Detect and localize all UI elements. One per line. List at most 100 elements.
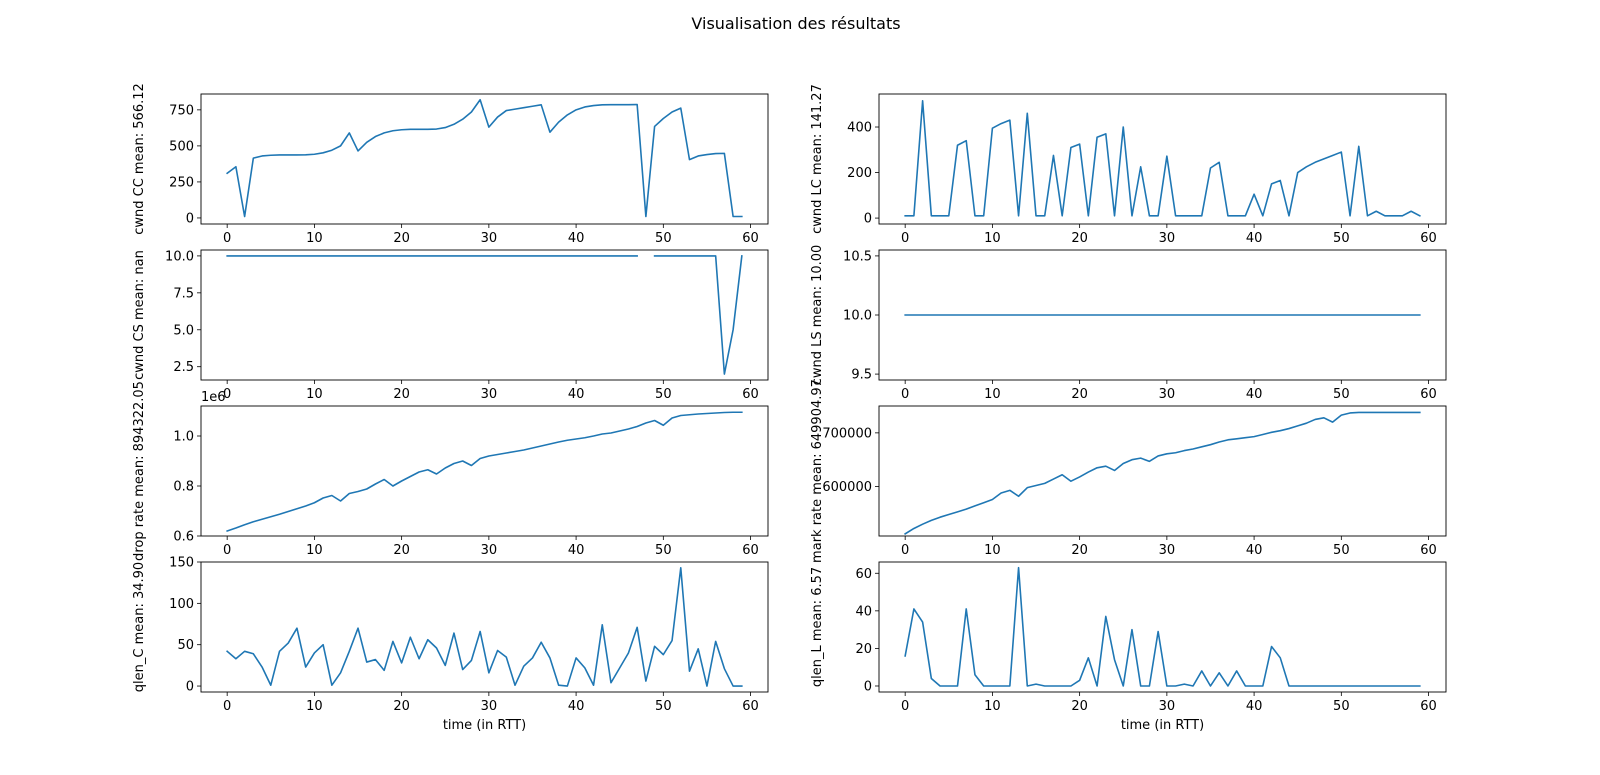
subplot-7: 0 10 20 30 40 50 60 0 50 100 150 qlen_C mean: 34.90… <box>132 556 769 733</box>
y-axis-label: mark rate mean: 649904.97 <box>810 379 825 563</box>
x-tick-label: 0 <box>901 387 909 402</box>
x-tick-label: 0 <box>223 231 231 246</box>
x-tick-label: 60 <box>1420 699 1437 714</box>
x-tick-label: 0 <box>223 387 231 402</box>
y-tick-label: 1.0 <box>173 430 194 445</box>
axes-frame <box>200 561 769 693</box>
series-line <box>226 566 743 687</box>
x-tick-label: 50 <box>1333 387 1350 402</box>
x-tick-label: 20 <box>393 699 410 714</box>
y-tick-label: 0 <box>186 680 194 695</box>
y-tick-label: 60 <box>855 567 872 582</box>
x-tick-label: 10 <box>984 231 1001 246</box>
axes-frame <box>878 405 1447 537</box>
x-tick-label: 10 <box>984 387 1001 402</box>
x-tick-label: 40 <box>1246 387 1263 402</box>
x-tick-label: 60 <box>742 231 759 246</box>
x-tick-label: 30 <box>481 543 498 558</box>
y-tick-label: 2.5 <box>173 360 194 375</box>
x-tick-label: 50 <box>655 231 672 246</box>
x-tick-label: 20 <box>1071 699 1088 714</box>
y-tick-label: 200 <box>847 166 872 181</box>
y-axis-label: qlen_C mean: 34.90 <box>132 562 147 692</box>
y-offset-label: 1e6 <box>201 390 226 405</box>
y-tick-label: 10.0 <box>165 249 194 264</box>
x-tick-label: 40 <box>1246 543 1263 558</box>
x-tick-label: 30 <box>1159 699 1176 714</box>
x-tick-label: 0 <box>901 699 909 714</box>
x-tick-label: 50 <box>655 387 672 402</box>
x-tick-label: 50 <box>655 699 672 714</box>
y-tick-label: 250 <box>169 175 194 190</box>
y-tick-label: 600000 <box>822 480 872 495</box>
y-tick-label: 400 <box>847 121 872 136</box>
x-tick-label: 20 <box>393 543 410 558</box>
figure-title: Visualisation des résultats <box>691 14 900 33</box>
axes-frame <box>200 249 769 381</box>
x-tick-label: 30 <box>481 387 498 402</box>
series-line <box>904 100 1421 217</box>
series-line <box>226 255 743 375</box>
x-tick-label: 0 <box>901 231 909 246</box>
x-tick-label: 30 <box>1159 231 1176 246</box>
x-tick-label: 20 <box>1071 231 1088 246</box>
y-axis-label: qlen_L mean: 6.57 <box>810 567 825 687</box>
x-tick-label: 20 <box>393 231 410 246</box>
x-tick-label: 40 <box>1246 699 1263 714</box>
x-tick-label: 60 <box>1420 387 1437 402</box>
x-tick-label: 20 <box>1071 543 1088 558</box>
subplot-8: 0 10 20 30 40 50 60 0 20 40 60 qlen_L mean: 6.57 tim… <box>810 561 1447 733</box>
series-line <box>904 566 1421 687</box>
subplot-5: 0 10 20 30 40 50 60 0.6 0.8 1.0 drop rate mean: 89… <box>132 381 769 561</box>
y-axis-label: cwnd LC mean: 141.27 <box>810 84 825 234</box>
y-axis-label: drop rate mean: 894322.05 <box>132 381 147 561</box>
y-tick-label: 40 <box>855 604 872 619</box>
x-tick-label: 60 <box>742 699 759 714</box>
x-tick-label: 50 <box>1333 231 1350 246</box>
x-tick-label: 40 <box>568 699 585 714</box>
subplot-2: 0 10 20 30 40 50 60 0 200 400 cwnd LC mean: 141.27 <box>810 84 1447 246</box>
x-tick-label: 50 <box>655 543 672 558</box>
axes-frame <box>878 561 1447 693</box>
x-tick-label: 0 <box>901 543 909 558</box>
y-tick-label: 0 <box>186 211 194 226</box>
y-tick-label: 100 <box>169 597 194 612</box>
x-tick-label: 10 <box>306 699 323 714</box>
x-tick-label: 20 <box>393 387 410 402</box>
x-tick-label: 30 <box>1159 543 1176 558</box>
x-tick-label: 30 <box>481 699 498 714</box>
y-tick-label: 150 <box>169 556 194 571</box>
x-tick-label: 60 <box>742 543 759 558</box>
x-tick-label: 30 <box>1159 387 1176 402</box>
x-tick-label: 10 <box>306 543 323 558</box>
x-tick-label: 60 <box>1420 231 1437 246</box>
x-tick-label: 60 <box>742 387 759 402</box>
axes-frame <box>200 405 769 537</box>
x-tick-label: 40 <box>568 231 585 246</box>
x-tick-label: 40 <box>1246 231 1263 246</box>
x-tick-label: 60 <box>1420 543 1437 558</box>
y-tick-label: 50 <box>177 638 194 653</box>
x-axis-label: time (in RTT) <box>443 718 526 733</box>
y-tick-label: 0 <box>864 212 872 227</box>
y-tick-label: 700000 <box>822 426 872 441</box>
y-tick-label: 0.6 <box>173 530 194 545</box>
x-tick-label: 50 <box>1333 543 1350 558</box>
x-tick-label: 10 <box>984 699 1001 714</box>
x-tick-label: 10 <box>306 387 323 402</box>
x-tick-label: 10 <box>984 543 1001 558</box>
series-line <box>226 98 743 218</box>
y-tick-label: 10.5 <box>843 249 872 264</box>
subplot-1: 0 10 20 30 40 50 60 0 250 500 750 cwnd CC mean: 566… <box>132 83 769 246</box>
x-tick-label: 0 <box>223 699 231 714</box>
y-axis-label: cwnd LS mean: 10.00 <box>810 245 825 386</box>
y-tick-label: 0.8 <box>173 480 194 495</box>
y-axis-label: cwnd CS mean: nan <box>132 250 147 380</box>
subplot-4: 0 10 20 30 40 50 60 9.5 10.0 10.5 cwnd LS mean: 10… <box>810 245 1447 402</box>
x-tick-label: 10 <box>306 231 323 246</box>
x-tick-label: 0 <box>223 543 231 558</box>
y-tick-label: 10.0 <box>843 309 872 324</box>
